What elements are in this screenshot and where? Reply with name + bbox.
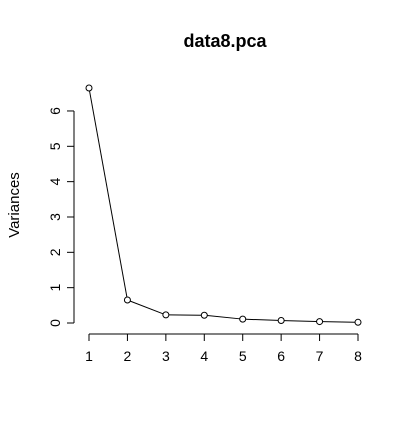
y-tick-label: 1 [47, 284, 63, 292]
data-point [85, 84, 93, 92]
series-line-segment [130, 300, 164, 315]
chart-title: data8.pca [183, 31, 267, 51]
data-point [316, 318, 324, 326]
x-tick-label: 1 [85, 348, 93, 364]
x-tick-label: 4 [200, 348, 208, 364]
y-tick-label: 3 [47, 213, 63, 221]
x-tick-label: 7 [316, 348, 324, 364]
series-line-segment [245, 318, 279, 321]
y-tick-label: 0 [47, 319, 63, 327]
series-line-segment [322, 321, 356, 323]
series-line-segment [89, 90, 128, 298]
x-tick-label: 5 [239, 348, 247, 364]
y-tick-label: 6 [47, 107, 63, 115]
x-tick-label: 6 [277, 348, 285, 364]
y-tick-label: 4 [47, 178, 63, 186]
series-line-segment [284, 320, 317, 323]
y-axis: 0 1 2 3 4 5 6 [47, 107, 75, 327]
y-tick-label: 2 [47, 248, 63, 256]
plot-area [85, 84, 362, 326]
data-point [123, 296, 131, 304]
y-tick-label: 5 [47, 142, 63, 150]
data-point [162, 311, 170, 319]
x-tick-label: 2 [124, 348, 132, 364]
data-point [200, 311, 208, 319]
data-point [277, 317, 285, 325]
y-axis-label: Variances [6, 172, 23, 238]
data-point [354, 318, 362, 326]
x-tick-label: 3 [162, 348, 170, 364]
x-tick-label: 8 [354, 348, 362, 364]
series-line-segment [207, 315, 240, 320]
data-point [239, 315, 247, 323]
x-axis: 1 2 3 4 5 6 7 8 [85, 333, 362, 364]
